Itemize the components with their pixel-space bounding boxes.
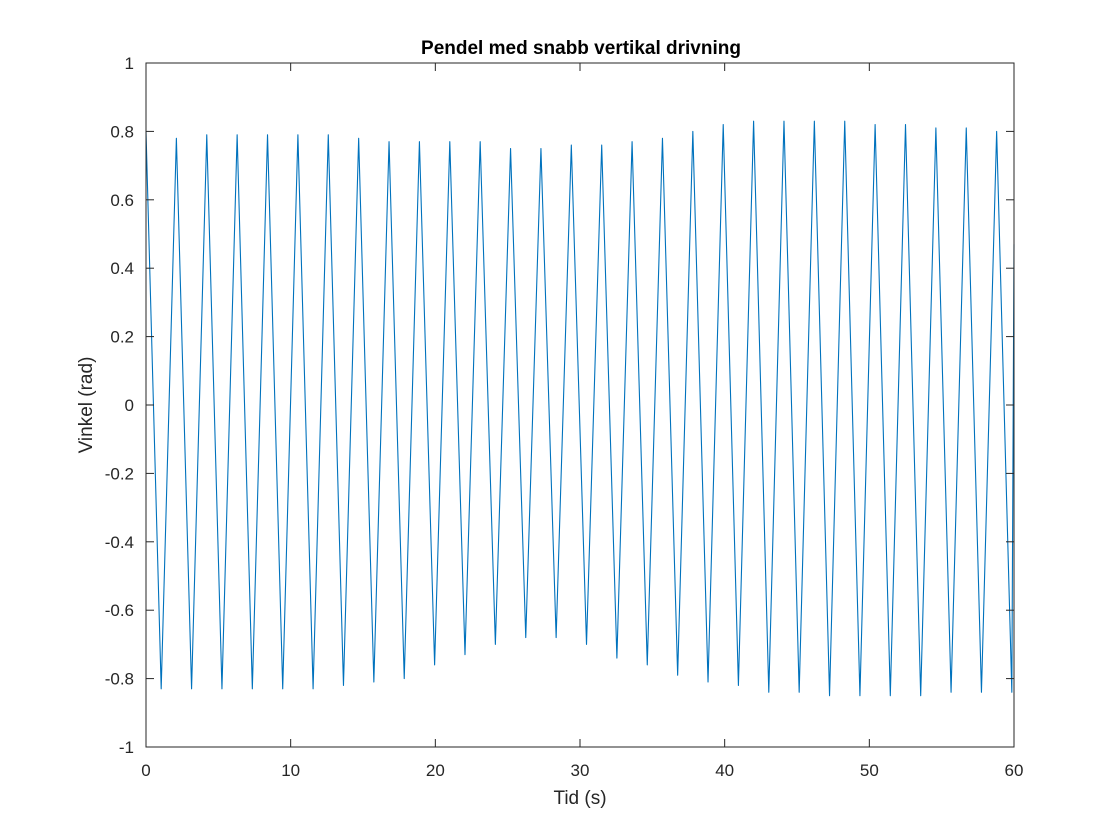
- x-tick-label: 20: [426, 761, 445, 780]
- x-tick-label: 10: [281, 761, 300, 780]
- y-tick-label: 0.6: [110, 191, 134, 210]
- chart-title: Pendel med snabb vertikal drivning: [421, 38, 741, 59]
- y-tick-label: -1: [119, 738, 134, 757]
- x-tick-label: 40: [715, 761, 734, 780]
- y-axis-label: Vinkel (rad): [76, 357, 97, 454]
- x-axis-label: Tid (s): [553, 788, 606, 809]
- y-tick-label: -0.8: [105, 670, 134, 689]
- y-tick-label: -0.6: [105, 601, 134, 620]
- y-tick-label: 0.2: [110, 328, 134, 347]
- y-tick-label: 0: [125, 396, 134, 415]
- y-tick-label: 0.8: [110, 122, 134, 141]
- x-tick-label: 30: [571, 761, 590, 780]
- y-tick-label: -0.4: [105, 533, 134, 552]
- y-tick-label: 1: [125, 54, 134, 73]
- x-tick-label: 60: [1005, 761, 1024, 780]
- y-tick-label: 0.4: [110, 259, 134, 278]
- plot-area: 0 10 20 30 40 50 60 -1 -0.8 -0.6 -0.4 -0.2 0 0.2 0.4 0.…: [105, 54, 1024, 780]
- x-tick-label: 0: [141, 761, 150, 780]
- series-line-0: [145, 120, 1015, 697]
- x-tick-label: 50: [860, 761, 879, 780]
- y-tick-label: -0.2: [105, 464, 134, 483]
